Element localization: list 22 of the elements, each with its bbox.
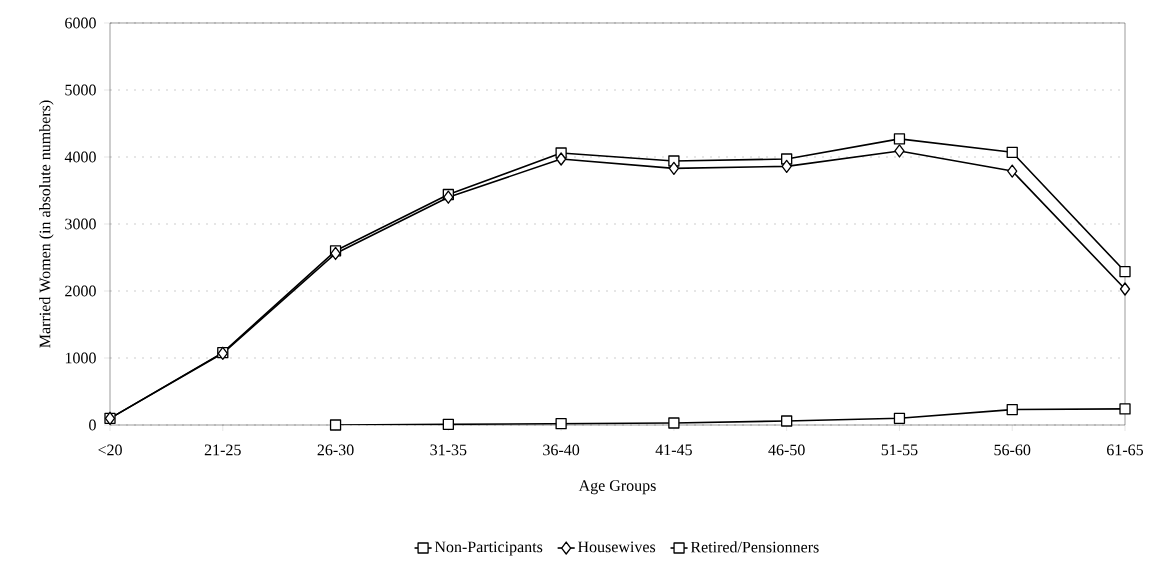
x-tick-label: 31-35 [430, 444, 467, 456]
x-tick-label: 21-25 [204, 444, 241, 456]
x-tick-label: <20 [98, 444, 122, 456]
y-tick-label: 0 [89, 419, 96, 431]
x-tick-label: 26-30 [317, 444, 354, 456]
x-tick-label: 61-65 [1107, 444, 1144, 456]
x-tick-label: 56-60 [994, 444, 1031, 456]
y-tick-label: 4000 [64, 151, 96, 163]
y-tick-label: 5000 [65, 84, 96, 96]
y-tick-label: 1000 [65, 352, 96, 364]
y-axis-title: Married Women (in absolute numbers) [39, 100, 54, 348]
y-tick-label: 2000 [65, 285, 96, 297]
legend-label: Housewives [577, 541, 656, 553]
legend-label: Retired/Pensionners [690, 541, 819, 553]
x-tick-label: 51-55 [881, 444, 918, 456]
x-tick-label: 41-45 [655, 444, 692, 456]
x-tick-label: 46-50 [768, 444, 805, 456]
legend-label: Non-Participants [434, 541, 543, 556]
x-tick-label: 36-40 [543, 444, 580, 456]
x-axis-title: Age Groups [578, 480, 656, 495]
y-tick-label: 6000 [65, 17, 96, 29]
y-tick-label: 3000 [65, 218, 96, 230]
